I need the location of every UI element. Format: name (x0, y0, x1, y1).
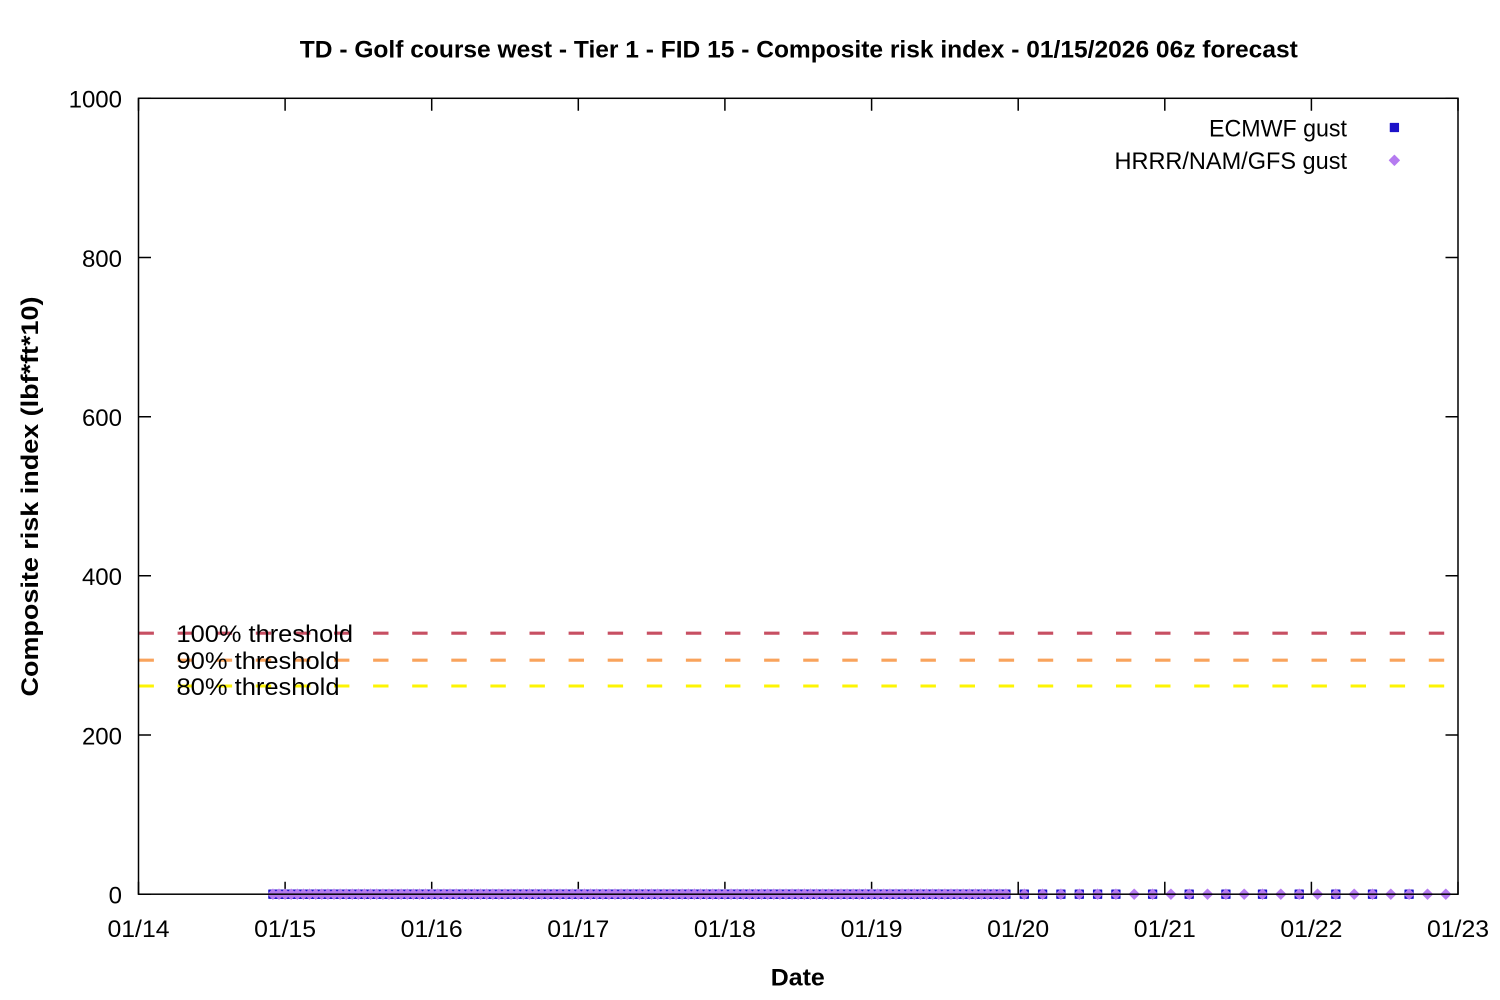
svg-text:01/20: 01/20 (987, 916, 1049, 943)
svg-text:100% threshold: 100% threshold (177, 621, 354, 648)
svg-text:01/22: 01/22 (1280, 916, 1342, 943)
svg-text:01/18: 01/18 (694, 916, 756, 943)
svg-text:600: 600 (82, 405, 122, 432)
svg-text:ECMWF gust: ECMWF gust (1209, 116, 1347, 143)
svg-text:80% threshold: 80% threshold (177, 674, 340, 701)
svg-text:TD - Golf course west - Tier 1: TD - Golf course west - Tier 1 - FID 15 … (300, 37, 1298, 64)
svg-text:HRRR/NAM/GFS gust: HRRR/NAM/GFS gust (1115, 148, 1348, 175)
svg-text:01/16: 01/16 (401, 916, 463, 943)
svg-text:01/23: 01/23 (1427, 916, 1489, 943)
svg-text:01/21: 01/21 (1134, 916, 1196, 943)
svg-text:Composite risk index (lbf*ft*1: Composite risk index (lbf*ft*10) (17, 297, 44, 697)
svg-text:Date: Date (771, 964, 825, 991)
svg-text:400: 400 (82, 564, 122, 591)
svg-text:01/15: 01/15 (254, 916, 316, 943)
svg-text:01/19: 01/19 (841, 916, 903, 943)
svg-text:1000: 1000 (69, 87, 122, 114)
svg-text:01/17: 01/17 (547, 916, 609, 943)
svg-text:0: 0 (109, 883, 122, 910)
svg-text:01/14: 01/14 (108, 916, 170, 943)
svg-text:800: 800 (82, 246, 122, 273)
svg-text:200: 200 (82, 723, 122, 750)
svg-text:90% threshold: 90% threshold (177, 648, 340, 675)
